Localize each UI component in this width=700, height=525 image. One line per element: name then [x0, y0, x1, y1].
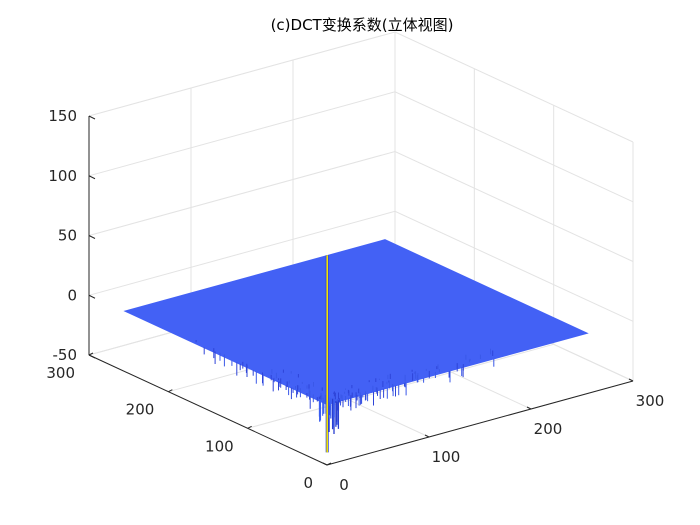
y-axis-line	[88, 354, 328, 466]
x-tick	[628, 378, 634, 382]
y-tick	[326, 462, 332, 466]
z-tick	[88, 175, 96, 180]
grid-line-z	[88, 210, 634, 322]
x-tick-label: 200	[534, 420, 563, 438]
chart-title: (c)DCT变换系数(立体视图)	[271, 16, 454, 34]
tick-marks	[88, 115, 634, 466]
x-tick	[526, 406, 532, 410]
tick-labels: 150 100 50 0 -50 0 100 200 300 0 100 200 300	[46, 107, 664, 494]
z-tick-label: 100	[48, 167, 77, 185]
x-tick-label: 100	[432, 448, 461, 466]
x-tick	[424, 434, 430, 438]
z-tick	[88, 115, 96, 120]
x-axis-line	[326, 380, 634, 466]
z-tick-label: 50	[58, 227, 77, 245]
z-tick	[88, 354, 96, 359]
y-tick	[88, 352, 94, 356]
x-tick	[322, 462, 328, 466]
x-tick-label: 300	[636, 392, 665, 410]
z-tick	[88, 294, 96, 299]
grid-line-z	[88, 91, 634, 203]
grid-line-z	[88, 31, 634, 143]
y-tick-label: 0	[303, 474, 313, 492]
dct-surface	[123, 239, 589, 453]
y-tick-label: 100	[205, 437, 234, 455]
surface-plane	[123, 239, 589, 406]
grid-line-z	[88, 150, 634, 262]
y-tick-label: 300	[46, 364, 75, 382]
y-tick	[168, 389, 173, 393]
x-tick-label: 0	[339, 476, 349, 494]
z-tick-label: -50	[53, 346, 78, 364]
y-tick	[247, 425, 252, 429]
y-tick-label: 200	[126, 401, 155, 419]
z-tick	[88, 235, 96, 239]
z-tick-label: 0	[67, 286, 77, 304]
z-tick-label: 150	[48, 107, 77, 125]
